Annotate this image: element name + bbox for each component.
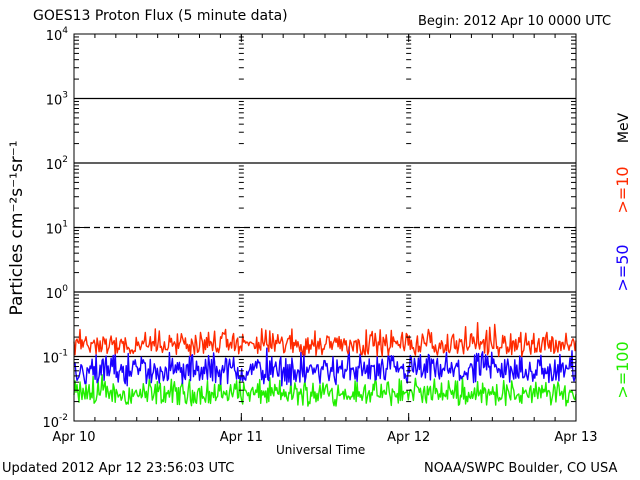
x-tick-label: Apr 11 — [220, 430, 263, 445]
x-tick-label: Apr 10 — [52, 430, 95, 445]
chart-title: GOES13 Proton Flux (5 minute data) — [33, 8, 288, 24]
legend-entry: >=50 — [613, 244, 632, 291]
x-axis-label: Universal Time — [276, 443, 366, 457]
credit: NOAA/SWPC Boulder, CO USA — [424, 461, 618, 476]
series-line — [73, 346, 577, 387]
x-tick-label: Apr 13 — [554, 430, 597, 445]
grid — [74, 97, 576, 358]
y-tick-label: 10-1 — [42, 349, 68, 367]
y-tick-label: 104 — [46, 26, 69, 44]
legend-entry: >=100 — [613, 341, 632, 398]
y-axis-label: Particles cm⁻²s⁻¹sr⁻¹ — [7, 140, 27, 315]
series-line — [73, 322, 577, 358]
y-tick-label: 103 — [46, 91, 68, 109]
x-tick-label: Apr 12 — [387, 430, 430, 445]
y-tick-label: 10-2 — [42, 413, 68, 431]
series-line — [73, 374, 577, 407]
legend-unit: MeV — [616, 112, 632, 143]
y-tick-label: 100 — [46, 284, 69, 302]
begin-time: Begin: 2012 Apr 10 0000 UTC — [418, 14, 612, 29]
y-tick-label: 102 — [46, 155, 68, 173]
y-tick-label: 101 — [46, 220, 68, 238]
legend-entry: >=10 — [613, 166, 632, 213]
updated-timestamp: Updated 2012 Apr 12 23:56:03 UTC — [2, 461, 235, 476]
